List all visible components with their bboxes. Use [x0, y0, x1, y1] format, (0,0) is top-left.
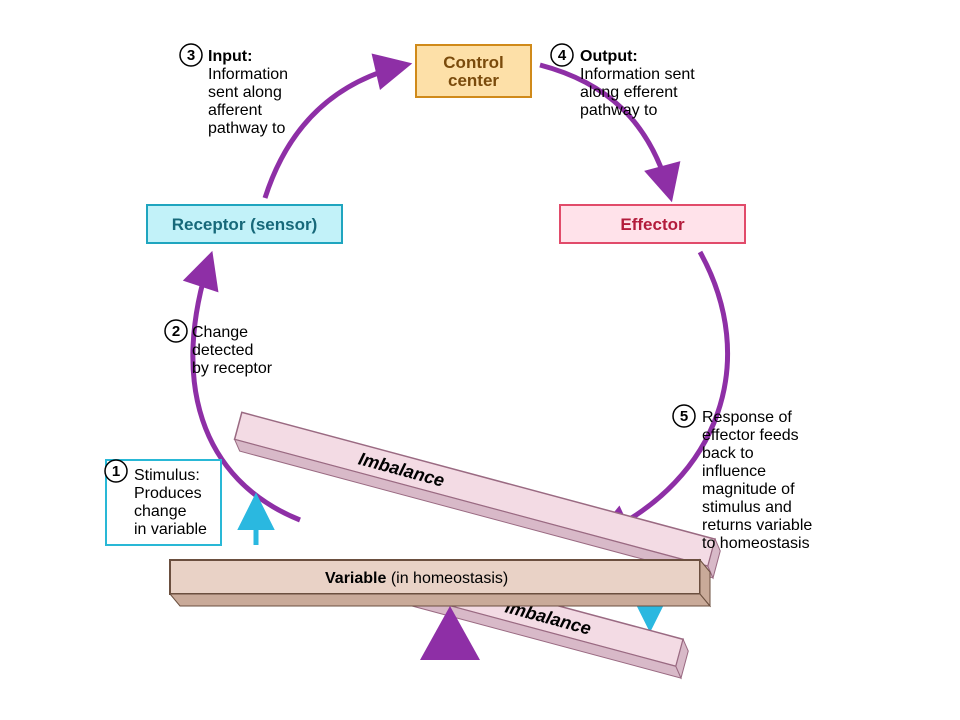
step-5-text: back to [702, 445, 754, 462]
step-5-text: magnitude of [702, 481, 795, 498]
control-center-box-label: Control [443, 53, 503, 72]
step-4-text: pathway to [580, 102, 657, 119]
step-5-text: to homeostasis [702, 535, 810, 552]
step-3-text: afferent [208, 102, 263, 119]
step-5-text: influence [702, 463, 766, 480]
step-5-text: Response of [702, 409, 792, 426]
stimulus-text: in variable [134, 521, 207, 538]
step-2-text: Change [192, 324, 248, 341]
step-5-text: effector feeds [702, 427, 799, 444]
stimulus-text: Stimulus: [134, 467, 200, 484]
step-number-2: 2 [172, 323, 180, 340]
step-5-text: stimulus and [702, 499, 792, 516]
stimulus-text: change [134, 503, 187, 520]
step-2-text: detected [192, 342, 253, 359]
loop-arrow [265, 65, 405, 198]
step-3-text: Information [208, 66, 288, 83]
step-number-4: 4 [558, 47, 567, 64]
step-4-text: along efferent [580, 84, 678, 101]
step-4-text: Information sent [580, 66, 695, 83]
stimulus-text: Produces [134, 485, 202, 502]
step-3-text: sent along [208, 84, 282, 101]
receptor-box-label: Receptor (sensor) [172, 215, 317, 234]
step-2-text: by receptor [192, 360, 273, 377]
control-center-box-label: center [448, 71, 499, 90]
step-number-3: 3 [187, 47, 195, 64]
variable-label: Variable (in homeostasis) [325, 570, 508, 587]
step-4-text: Output: [580, 48, 638, 65]
step-3-text: pathway to [208, 120, 285, 137]
effector-box-label: Effector [620, 215, 685, 234]
step-3-text: Input: [208, 48, 252, 65]
step-number-5: 5 [680, 408, 688, 425]
step-5-text: returns variable [702, 517, 812, 534]
step-number-1: 1 [112, 463, 120, 480]
